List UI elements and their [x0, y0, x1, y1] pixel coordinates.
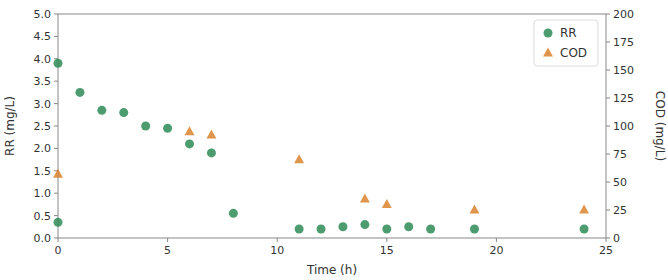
point [75, 88, 84, 97]
y-tick [54, 36, 58, 37]
y-tick-label: 4.5 [34, 30, 52, 43]
point [229, 209, 238, 218]
point [426, 225, 435, 234]
y-tick [54, 126, 58, 127]
y-tick-label: 4.0 [34, 53, 52, 66]
point [206, 130, 216, 139]
y-tick [54, 14, 58, 15]
x-tick-label: 5 [164, 244, 171, 257]
legend-box [534, 20, 598, 66]
y2-tick-label: 50 [613, 176, 627, 189]
point [338, 222, 347, 231]
y-tick-label: 5.0 [34, 8, 52, 21]
y2-axis-label: COD (mg/L) [653, 91, 667, 161]
point [119, 108, 128, 117]
point [360, 220, 369, 229]
y-tick [54, 238, 58, 239]
point [141, 122, 150, 131]
point [185, 139, 194, 148]
y-tick [54, 193, 58, 194]
legend-swatch [543, 48, 553, 57]
point [294, 154, 304, 163]
y-tick [54, 148, 58, 149]
legend-label: COD [560, 46, 587, 60]
y-axis: 0.0 0.5 1.0 1.5 2.0 2.5 3.0 3.5 4.0 4.5 5.0 RR (mg/… [3, 8, 58, 245]
y2-tick-label: 25 [613, 204, 627, 217]
y2-tick-label: 200 [613, 8, 634, 21]
y2-tick-label: 175 [613, 36, 634, 49]
y-tick-label: 1.5 [34, 165, 52, 178]
x-tick [167, 238, 168, 242]
point [317, 225, 326, 234]
chart-svg: 0 5 10 15 20 25 Time (h) 0.0 0.5 1.0 1.5 2.0 2.5 3.0 3… [0, 0, 668, 280]
y-tick-label: 3.0 [34, 98, 52, 111]
y2-tick [606, 238, 610, 239]
y2-tick [606, 98, 610, 99]
x-tick-label: 10 [270, 244, 284, 257]
y2-tick [606, 182, 610, 183]
y2-tick-label: 150 [613, 64, 634, 77]
point [54, 218, 63, 227]
plot-frame [58, 14, 606, 238]
point [163, 124, 172, 133]
point [382, 225, 391, 234]
y2-tick-label: 75 [613, 148, 627, 161]
y-tick [54, 103, 58, 104]
point [470, 205, 480, 214]
legend: RR COD [534, 20, 598, 66]
x-axis-label: Time (h) [306, 263, 357, 277]
x-tick [277, 238, 278, 242]
y2-tick [606, 210, 610, 211]
x-tick [386, 238, 387, 242]
y2-tick-label: 0 [613, 232, 620, 245]
y-tick-label: 3.5 [34, 75, 52, 88]
y-tick-label: 2.5 [34, 120, 52, 133]
point [53, 169, 63, 178]
point [360, 193, 370, 202]
point [579, 205, 589, 214]
plot-area [53, 59, 589, 234]
x-tick [58, 238, 59, 242]
y-tick-label: 1.0 [34, 187, 52, 200]
point [185, 126, 195, 135]
point [97, 106, 106, 115]
y2-tick-label: 100 [613, 120, 634, 133]
y-axis-label: RR (mg/L) [3, 96, 17, 156]
point [382, 199, 392, 208]
x-tick-label: 25 [599, 244, 613, 257]
y-tick [54, 215, 58, 216]
y2-tick [606, 42, 610, 43]
y2-tick-label: 125 [613, 92, 634, 105]
y2-tick [606, 14, 610, 15]
x-axis: 0 5 10 15 20 25 Time (h) [55, 238, 614, 277]
legend-swatch [544, 29, 553, 38]
y-tick-label: 2.0 [34, 142, 52, 155]
series [53, 126, 589, 213]
x-tick [606, 238, 607, 242]
y2-tick [606, 126, 610, 127]
y-tick-label: 0.5 [34, 210, 52, 223]
y2-tick [606, 154, 610, 155]
y2-axis: 0 25 50 75 100 125 150 175 200 COD (mg/L) [606, 8, 667, 245]
point [207, 148, 216, 157]
x-tick [496, 238, 497, 242]
legend-label: RR [560, 26, 577, 40]
chart-container: 0 5 10 15 20 25 Time (h) 0.0 0.5 1.0 1.5 2.0 2.5 3.0 3… [0, 0, 668, 280]
y-tick [54, 81, 58, 82]
point [295, 225, 304, 234]
x-tick-label: 20 [489, 244, 503, 257]
point [54, 59, 63, 68]
x-tick-label: 15 [380, 244, 394, 257]
point [470, 225, 479, 234]
y2-tick [606, 70, 610, 71]
point [404, 222, 413, 231]
series [54, 59, 589, 234]
x-tick-label: 0 [55, 244, 62, 257]
point [580, 225, 589, 234]
y-tick-label: 0.0 [34, 232, 52, 245]
